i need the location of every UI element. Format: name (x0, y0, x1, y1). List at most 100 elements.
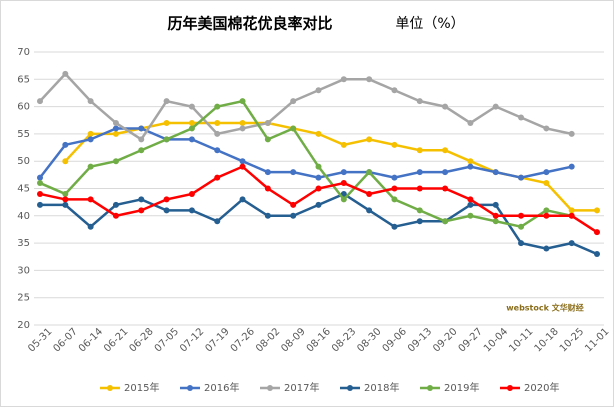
point (467, 119, 474, 126)
point (543, 169, 550, 176)
legend-marker (267, 385, 273, 391)
point (214, 130, 221, 137)
point (492, 201, 499, 208)
legend-label: 2016年 (204, 381, 239, 394)
point (315, 185, 322, 192)
point (416, 169, 423, 176)
point (239, 98, 246, 105)
y-tick-label: 50 (17, 156, 30, 167)
point (188, 125, 195, 132)
point (492, 212, 499, 219)
point (239, 119, 246, 126)
point (138, 125, 145, 132)
point (568, 207, 575, 214)
y-tick-label: 30 (17, 265, 30, 276)
point (467, 158, 474, 165)
point (37, 201, 43, 208)
y-tick-label: 45 (17, 184, 30, 195)
point (214, 103, 221, 110)
point (518, 174, 525, 181)
point (492, 169, 499, 176)
point (442, 169, 449, 176)
point (391, 141, 398, 148)
point (188, 136, 195, 143)
y-tick-label: 60 (17, 102, 30, 113)
point (290, 169, 297, 176)
watermark: webstock 文华财经 (506, 303, 583, 313)
point (62, 158, 69, 165)
point (416, 185, 423, 192)
point (214, 119, 221, 126)
point (138, 207, 145, 214)
point (366, 76, 373, 83)
point (37, 180, 43, 187)
legend-label: 2020年 (524, 381, 559, 394)
point (87, 163, 94, 170)
point (543, 212, 550, 219)
point (416, 218, 423, 225)
legend-marker (107, 385, 113, 391)
point (568, 130, 575, 137)
point (518, 114, 525, 121)
legend-marker (347, 385, 353, 391)
point (543, 207, 550, 214)
point (366, 207, 373, 214)
point (264, 169, 271, 176)
point (391, 223, 398, 230)
point (442, 147, 449, 154)
point (315, 174, 322, 181)
legend-label: 2018年 (364, 381, 399, 394)
point (112, 119, 119, 126)
point (290, 125, 297, 132)
chart-title: 历年美国棉花优良率对比 (167, 15, 332, 33)
point (518, 223, 525, 230)
legend-marker (427, 385, 433, 391)
point (391, 87, 398, 94)
point (594, 251, 600, 258)
point (391, 196, 398, 203)
y-tick-label: 25 (17, 293, 30, 304)
point (163, 119, 170, 126)
point (442, 103, 449, 110)
series-line (39, 127, 572, 179)
point (62, 196, 69, 203)
point (62, 201, 69, 208)
series-line (39, 72, 572, 142)
point (391, 174, 398, 181)
point (568, 212, 575, 219)
point (214, 218, 221, 225)
point (163, 196, 170, 203)
point (518, 212, 525, 219)
point (290, 201, 297, 208)
point (37, 190, 43, 197)
point (543, 245, 550, 252)
legend-label: 2017年 (284, 381, 319, 394)
y-tick-label: 35 (17, 238, 30, 249)
point (264, 136, 271, 143)
point (290, 212, 297, 219)
point (492, 103, 499, 110)
point (442, 218, 449, 225)
point (239, 196, 246, 203)
point (188, 207, 195, 214)
point (239, 158, 246, 165)
point (290, 98, 297, 105)
point (112, 130, 119, 137)
point (366, 190, 373, 197)
point (366, 169, 373, 176)
point (138, 147, 145, 154)
legend-marker (507, 385, 513, 391)
legend-marker (187, 385, 193, 391)
point (340, 196, 347, 203)
point (391, 185, 398, 192)
legend-label: 2015年 (124, 381, 159, 394)
point (442, 185, 449, 192)
point (340, 76, 347, 83)
point (214, 174, 221, 181)
point (214, 147, 221, 154)
point (518, 240, 525, 247)
point (188, 190, 195, 197)
point (340, 169, 347, 176)
